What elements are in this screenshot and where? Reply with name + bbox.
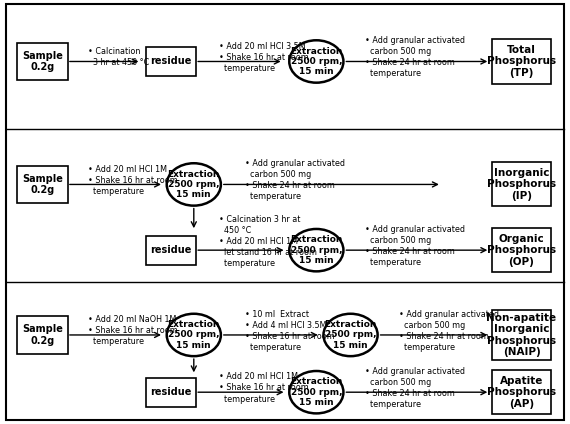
Text: Non-apatite
Inorganic
Phosphorus
(NAIP): Non-apatite Inorganic Phosphorus (NAIP)	[486, 312, 557, 357]
FancyBboxPatch shape	[6, 4, 564, 420]
Text: • Add 20 ml HCl 1M
• Shake 16 hr at room
  temperature: • Add 20 ml HCl 1M • Shake 16 hr at room…	[88, 165, 178, 196]
Text: • Calcination 3 hr at
  450 °C
• Add 20 ml HCl 1M
  let stand 16 hr at room
  te: • Calcination 3 hr at 450 °C • Add 20 ml…	[219, 215, 317, 268]
Ellipse shape	[290, 229, 343, 271]
Text: Extraction
2500 rpm,
15 min: Extraction 2500 rpm, 15 min	[290, 235, 343, 265]
Text: Sample
0.2g: Sample 0.2g	[22, 324, 63, 346]
FancyBboxPatch shape	[146, 47, 196, 76]
FancyBboxPatch shape	[17, 166, 68, 204]
FancyBboxPatch shape	[17, 43, 68, 81]
Text: Extraction
2500 rpm,
15 min: Extraction 2500 rpm, 15 min	[168, 170, 220, 199]
Text: Organic
Phosphorus
(OP): Organic Phosphorus (OP)	[487, 234, 556, 267]
Ellipse shape	[290, 40, 343, 83]
Text: • Add granular activated
  carbon 500 mg
• Shake 24 hr at room
  temperature: • Add granular activated carbon 500 mg •…	[365, 367, 465, 409]
Text: Extraction
2500 rpm,
15 min: Extraction 2500 rpm, 15 min	[168, 320, 220, 350]
Text: residue: residue	[150, 387, 192, 397]
Text: Sample
0.2g: Sample 0.2g	[22, 51, 63, 72]
Text: residue: residue	[150, 245, 192, 255]
FancyBboxPatch shape	[146, 378, 196, 407]
Text: Apatite
Phosphorus
(AP): Apatite Phosphorus (AP)	[487, 376, 556, 409]
Text: • Add 20 ml HCl 1M
• Shake 16 hr at room
  temperature: • Add 20 ml HCl 1M • Shake 16 hr at room…	[219, 372, 309, 404]
FancyBboxPatch shape	[17, 316, 68, 354]
FancyBboxPatch shape	[492, 370, 551, 414]
Text: Extraction
2500 rpm,
15 min: Extraction 2500 rpm, 15 min	[324, 320, 377, 350]
Text: • Add granular activated
  carbon 500 mg
• Shake 24 hr at room
  temperature: • Add granular activated carbon 500 mg •…	[245, 159, 345, 201]
Text: • Add granular activated
  carbon 500 mg
• Shake 24 hr at room
  temperature: • Add granular activated carbon 500 mg •…	[365, 36, 465, 78]
Ellipse shape	[167, 163, 221, 206]
Ellipse shape	[290, 371, 343, 413]
Text: • Add 20 ml NaOH 1M
• Shake 16 hr at room
  temperature: • Add 20 ml NaOH 1M • Shake 16 hr at roo…	[88, 315, 178, 346]
Ellipse shape	[167, 314, 221, 356]
Text: • 10 ml  Extract
• Add 4 ml HCl 3.5M
• Shake 16 hr at room
  temperature: • 10 ml Extract • Add 4 ml HCl 3.5M • Sh…	[245, 310, 335, 352]
Text: • Add 20 ml HCl 3.5M
• Shake 16 hr at room
  temperature: • Add 20 ml HCl 3.5M • Shake 16 hr at ro…	[219, 42, 309, 73]
Ellipse shape	[324, 314, 377, 356]
FancyBboxPatch shape	[492, 228, 551, 272]
Text: residue: residue	[150, 56, 192, 67]
Text: • Add granular activated
  carbon 500 mg
• Shake 24 hr at room
  temperature: • Add granular activated carbon 500 mg •…	[399, 310, 499, 352]
Text: Inorganic
Phosphorus
(IP): Inorganic Phosphorus (IP)	[487, 168, 556, 201]
Text: Extraction
2500 rpm,
15 min: Extraction 2500 rpm, 15 min	[290, 47, 343, 76]
FancyBboxPatch shape	[492, 39, 551, 84]
FancyBboxPatch shape	[492, 162, 551, 206]
Text: Extraction
2500 rpm,
15 min: Extraction 2500 rpm, 15 min	[290, 377, 343, 407]
Text: • Add granular activated
  carbon 500 mg
• Shake 24 hr at room
  temperature: • Add granular activated carbon 500 mg •…	[365, 225, 465, 267]
FancyBboxPatch shape	[492, 310, 551, 360]
Text: • Calcination
  3 hr at 450 °C: • Calcination 3 hr at 450 °C	[88, 47, 149, 67]
FancyBboxPatch shape	[146, 236, 196, 265]
Text: Sample
0.2g: Sample 0.2g	[22, 174, 63, 195]
Text: Total
Phosphorus
(TP): Total Phosphorus (TP)	[487, 45, 556, 78]
